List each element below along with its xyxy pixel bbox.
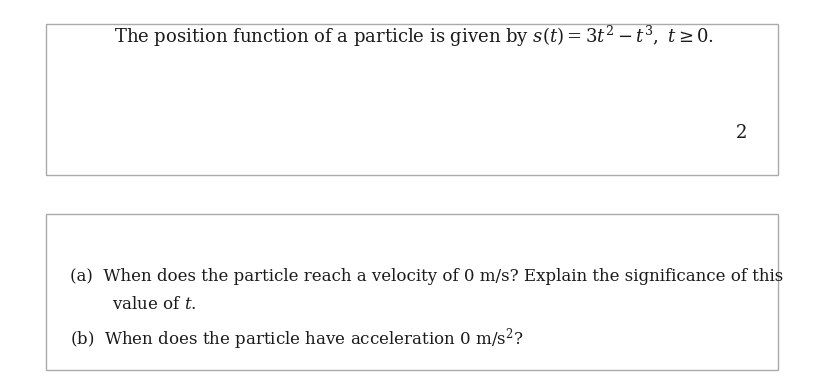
FancyBboxPatch shape (45, 24, 777, 176)
Text: (b)  When does the particle have acceleration 0 m/s$^2$?: (b) When does the particle have accelera… (70, 326, 523, 352)
FancyBboxPatch shape (45, 214, 777, 370)
Text: (a)  When does the particle reach a velocity of 0 m/s? Explain the significance : (a) When does the particle reach a veloc… (70, 268, 782, 285)
Text: The position function of a particle is given by $s(t) = 3t^2 - t^3,\ t \geq 0.$: The position function of a particle is g… (114, 24, 713, 49)
Text: 2: 2 (734, 124, 746, 142)
Text: value of $t$.: value of $t$. (70, 296, 197, 313)
